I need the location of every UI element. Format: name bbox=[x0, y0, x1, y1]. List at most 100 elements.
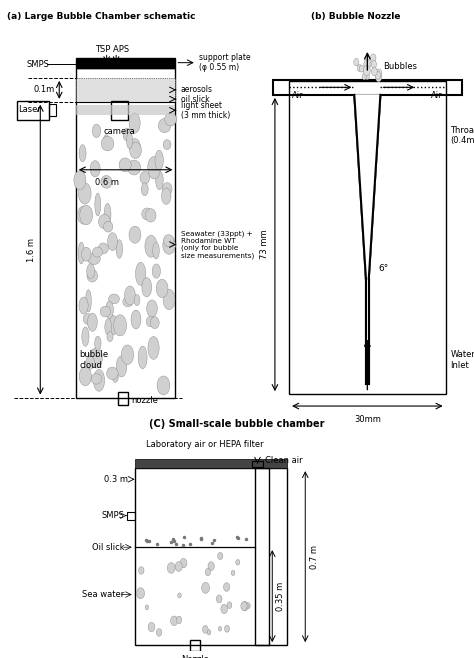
Text: (C) Small-scale bubble chamber: (C) Small-scale bubble chamber bbox=[149, 419, 325, 429]
Circle shape bbox=[176, 616, 182, 624]
Ellipse shape bbox=[146, 316, 155, 327]
Circle shape bbox=[201, 582, 210, 594]
Text: Throat
(0.4mm): Throat (0.4mm) bbox=[450, 126, 474, 145]
Text: 1.6 m: 1.6 m bbox=[27, 238, 36, 262]
Ellipse shape bbox=[86, 357, 94, 369]
Circle shape bbox=[224, 583, 230, 592]
Ellipse shape bbox=[153, 242, 159, 259]
Ellipse shape bbox=[129, 113, 140, 133]
Text: Nozzle: Nozzle bbox=[181, 655, 209, 658]
Circle shape bbox=[207, 630, 211, 635]
Ellipse shape bbox=[123, 128, 131, 141]
Ellipse shape bbox=[141, 183, 148, 195]
Ellipse shape bbox=[90, 348, 102, 368]
Bar bbox=[111, 101, 128, 120]
Ellipse shape bbox=[163, 139, 171, 149]
Ellipse shape bbox=[136, 263, 146, 286]
Circle shape bbox=[219, 626, 222, 631]
Ellipse shape bbox=[152, 264, 161, 278]
Ellipse shape bbox=[74, 170, 86, 190]
Bar bbox=[289, 82, 446, 394]
Text: light sheet
(3 mm thick): light sheet (3 mm thick) bbox=[181, 101, 230, 120]
Ellipse shape bbox=[145, 236, 157, 257]
Ellipse shape bbox=[162, 188, 171, 205]
Text: SMPS: SMPS bbox=[26, 60, 49, 69]
Ellipse shape bbox=[127, 132, 133, 149]
Ellipse shape bbox=[163, 289, 175, 310]
Circle shape bbox=[359, 65, 364, 72]
Circle shape bbox=[227, 602, 232, 609]
Ellipse shape bbox=[109, 315, 118, 335]
Bar bbox=[76, 68, 175, 397]
Circle shape bbox=[375, 73, 382, 82]
Circle shape bbox=[371, 61, 376, 68]
Text: 0.35 m: 0.35 m bbox=[276, 582, 285, 611]
Ellipse shape bbox=[104, 203, 111, 225]
Circle shape bbox=[246, 603, 250, 609]
Polygon shape bbox=[366, 278, 369, 384]
Circle shape bbox=[372, 67, 377, 76]
Ellipse shape bbox=[88, 313, 97, 331]
Text: Seawater (33ppt) +
Rhodamine WT
(only for bubble
size measurements): Seawater (33ppt) + Rhodamine WT (only fo… bbox=[181, 230, 254, 259]
Circle shape bbox=[202, 626, 208, 633]
Ellipse shape bbox=[108, 233, 118, 251]
Ellipse shape bbox=[87, 269, 98, 282]
Bar bbox=[118, 392, 128, 405]
Ellipse shape bbox=[114, 315, 127, 336]
Ellipse shape bbox=[165, 113, 176, 126]
Ellipse shape bbox=[146, 209, 156, 222]
Text: oil slick: oil slick bbox=[181, 95, 209, 103]
Ellipse shape bbox=[105, 318, 111, 335]
Text: Air: Air bbox=[431, 91, 443, 101]
Ellipse shape bbox=[129, 139, 140, 153]
Ellipse shape bbox=[103, 135, 109, 146]
Text: Sea water: Sea water bbox=[82, 590, 124, 599]
Ellipse shape bbox=[128, 160, 141, 175]
Bar bbox=[49, 105, 56, 116]
Bar bbox=[255, 468, 269, 645]
Circle shape bbox=[375, 71, 381, 79]
Ellipse shape bbox=[142, 208, 152, 220]
Circle shape bbox=[175, 562, 182, 571]
Ellipse shape bbox=[83, 313, 92, 324]
Text: Air: Air bbox=[292, 91, 304, 101]
Ellipse shape bbox=[116, 356, 127, 377]
Ellipse shape bbox=[79, 145, 86, 162]
Ellipse shape bbox=[80, 205, 93, 225]
Ellipse shape bbox=[87, 253, 100, 265]
Text: Oil slick: Oil slick bbox=[92, 543, 124, 551]
Ellipse shape bbox=[98, 243, 109, 254]
Circle shape bbox=[156, 628, 162, 636]
Text: Laser: Laser bbox=[18, 105, 41, 114]
Text: 73 mm: 73 mm bbox=[260, 230, 269, 259]
Bar bbox=[17, 101, 49, 120]
Ellipse shape bbox=[91, 374, 101, 384]
Ellipse shape bbox=[93, 370, 105, 392]
Ellipse shape bbox=[140, 171, 150, 184]
Text: 30mm: 30mm bbox=[354, 415, 381, 424]
Circle shape bbox=[241, 601, 248, 611]
Ellipse shape bbox=[78, 183, 91, 204]
Ellipse shape bbox=[131, 310, 141, 329]
Ellipse shape bbox=[155, 150, 164, 170]
Text: 0.6 m: 0.6 m bbox=[95, 178, 118, 188]
Circle shape bbox=[363, 65, 370, 76]
Circle shape bbox=[370, 54, 376, 62]
Circle shape bbox=[231, 570, 235, 576]
Bar bbox=[76, 105, 175, 115]
Text: TSP APS: TSP APS bbox=[96, 45, 129, 53]
Circle shape bbox=[208, 562, 214, 570]
Ellipse shape bbox=[130, 142, 141, 159]
Ellipse shape bbox=[134, 295, 140, 306]
Circle shape bbox=[145, 605, 149, 610]
Ellipse shape bbox=[142, 278, 152, 297]
Text: camera: camera bbox=[104, 127, 136, 136]
Ellipse shape bbox=[79, 367, 91, 386]
Text: aerosols: aerosols bbox=[181, 86, 213, 94]
Circle shape bbox=[354, 59, 359, 66]
Ellipse shape bbox=[79, 297, 88, 314]
Polygon shape bbox=[354, 95, 380, 278]
Text: Bubbles: Bubbles bbox=[383, 63, 417, 71]
Circle shape bbox=[137, 588, 145, 599]
Ellipse shape bbox=[87, 264, 95, 278]
